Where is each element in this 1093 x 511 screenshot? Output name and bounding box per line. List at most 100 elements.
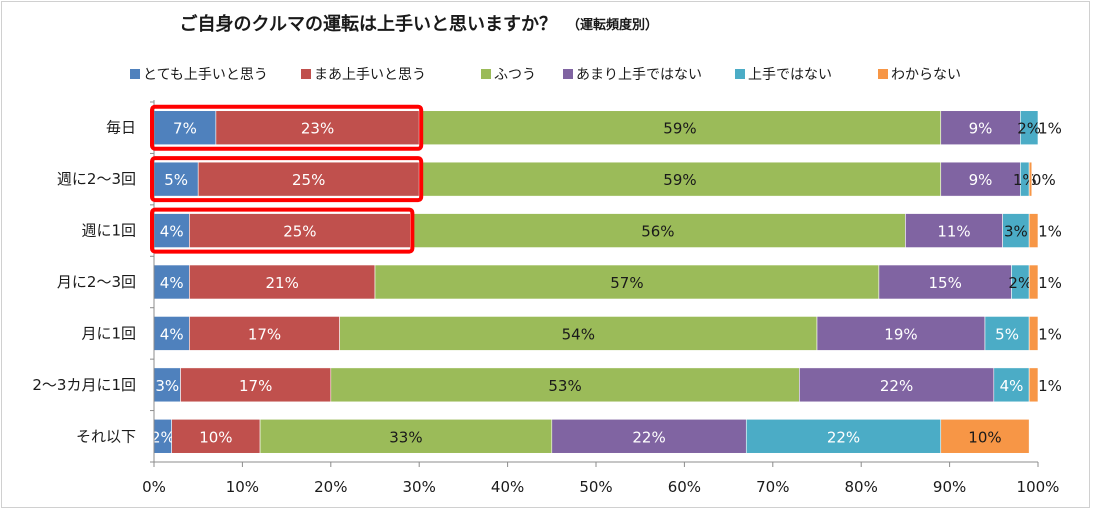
x-tick-label: 40% <box>491 478 524 496</box>
category-label: 2～3カ月に1回 <box>32 376 136 394</box>
x-tick-label: 30% <box>403 478 436 496</box>
legend-item: 上手ではない <box>735 67 832 83</box>
bar-segment <box>905 213 1003 248</box>
bar-segment <box>745 418 942 454</box>
data-label: 2% <box>151 428 175 446</box>
highlight-boxes <box>150 104 424 254</box>
data-label: 59% <box>663 171 696 189</box>
bar-segment <box>940 110 1021 146</box>
legend-label: まあ上手いと思う <box>314 67 426 83</box>
bar-segment <box>816 316 986 351</box>
data-label: 4% <box>160 223 184 241</box>
bar-segment <box>1020 110 1039 146</box>
bar-segment <box>984 316 1030 351</box>
x-tick-label: 20% <box>314 478 347 496</box>
plot-area: 7% 23% 59% 9% 2%1%5% 25% 59% 9% 1%0%4% 25% 56% 11% 3… <box>151 110 1062 454</box>
x-tick-label: 90% <box>933 478 966 496</box>
legend-swatch <box>878 69 888 79</box>
data-label: 23% <box>301 120 334 138</box>
bar-segment <box>1028 264 1039 300</box>
data-label: 10% <box>968 428 1001 446</box>
data-label: 19% <box>884 325 917 343</box>
category-label: それ以下 <box>76 427 136 445</box>
data-label: 56% <box>641 223 674 241</box>
data-label: 1% <box>1038 274 1062 292</box>
bar-segment <box>153 110 217 146</box>
data-label: 53% <box>548 377 581 395</box>
data-label: 54% <box>562 325 595 343</box>
bar-segment <box>189 264 376 300</box>
data-label: 4% <box>160 325 184 343</box>
legend-swatch <box>735 69 745 79</box>
bar-segment <box>153 367 181 403</box>
x-tick-label: 50% <box>579 478 612 496</box>
data-label: 1% <box>1038 120 1062 138</box>
bar-segment <box>153 161 199 197</box>
data-label: 21% <box>266 274 299 292</box>
data-label: 57% <box>610 274 643 292</box>
x-tick-label: 70% <box>756 478 789 496</box>
bar-segment <box>1028 161 1033 197</box>
legend-item: ふつう <box>481 67 536 83</box>
bar-segment <box>189 316 340 351</box>
data-label: 25% <box>292 171 325 189</box>
bar-segment <box>171 418 261 454</box>
data-label: 15% <box>929 274 962 292</box>
data-label: 22% <box>827 428 860 446</box>
data-label: 1% <box>1038 223 1062 241</box>
bar-segment <box>1002 213 1030 248</box>
data-label: 1% <box>1038 377 1062 395</box>
data-label: 25% <box>283 223 316 241</box>
legend-swatch <box>130 69 140 79</box>
bar-segment <box>374 264 880 300</box>
bar-segment <box>418 110 942 146</box>
bar-segment <box>878 264 1012 300</box>
category-label: 週に1回 <box>81 222 136 240</box>
legend-label: 上手ではない <box>748 67 832 83</box>
highlight-box <box>150 156 424 203</box>
legend: とても上手いと思う まあ上手いと思う ふつう あまり上手ではない 上手ではない わからない <box>130 67 961 83</box>
legend-swatch <box>563 69 573 79</box>
data-label: 3% <box>155 377 179 395</box>
bar-segment <box>551 418 747 454</box>
data-label: 10% <box>199 428 232 446</box>
category-label: 週に2～3回 <box>57 170 136 188</box>
bar-segment <box>418 161 942 197</box>
data-label: 33% <box>389 428 422 446</box>
legend-item: とても上手いと思う <box>130 67 268 83</box>
data-label: 3% <box>1004 223 1028 241</box>
chart-subtitle: （運転頻度別） <box>567 17 658 33</box>
highlight-box <box>150 104 424 151</box>
category-label: 月に1回 <box>81 324 136 342</box>
legend-label: あまり上手ではない <box>576 67 702 83</box>
legend-swatch <box>481 69 491 79</box>
x-tick-label: 80% <box>845 478 878 496</box>
x-tick-label: 100% <box>1017 478 1060 496</box>
bar-segment <box>197 161 420 197</box>
chart-title: ご自身のクルマの運転は上手いと思いますか？ <box>180 13 557 35</box>
data-label: 0% <box>1032 171 1056 189</box>
data-label: 22% <box>632 428 665 446</box>
bar-segment <box>259 418 553 454</box>
data-label: 9% <box>969 120 993 138</box>
data-label: 7% <box>173 120 197 138</box>
legend-label: わからない <box>891 67 961 83</box>
data-label: 5% <box>164 171 188 189</box>
data-label: 9% <box>969 171 993 189</box>
x-tick-label: 60% <box>668 478 701 496</box>
category-label: 月に2～3回 <box>57 273 136 291</box>
legend-label: ふつう <box>494 67 536 83</box>
data-label: 22% <box>880 377 913 395</box>
bar-segment <box>215 110 420 146</box>
legend-item: まあ上手いと思う <box>301 67 426 83</box>
bar-segment <box>1028 213 1039 248</box>
legend-swatch <box>301 69 311 79</box>
data-label: 4% <box>1000 377 1024 395</box>
data-label: 11% <box>937 223 970 241</box>
x-tick-label: 0% <box>142 478 166 496</box>
data-label: 59% <box>663 120 696 138</box>
data-label: 2% <box>1017 120 1041 138</box>
bar-segment <box>153 213 190 248</box>
